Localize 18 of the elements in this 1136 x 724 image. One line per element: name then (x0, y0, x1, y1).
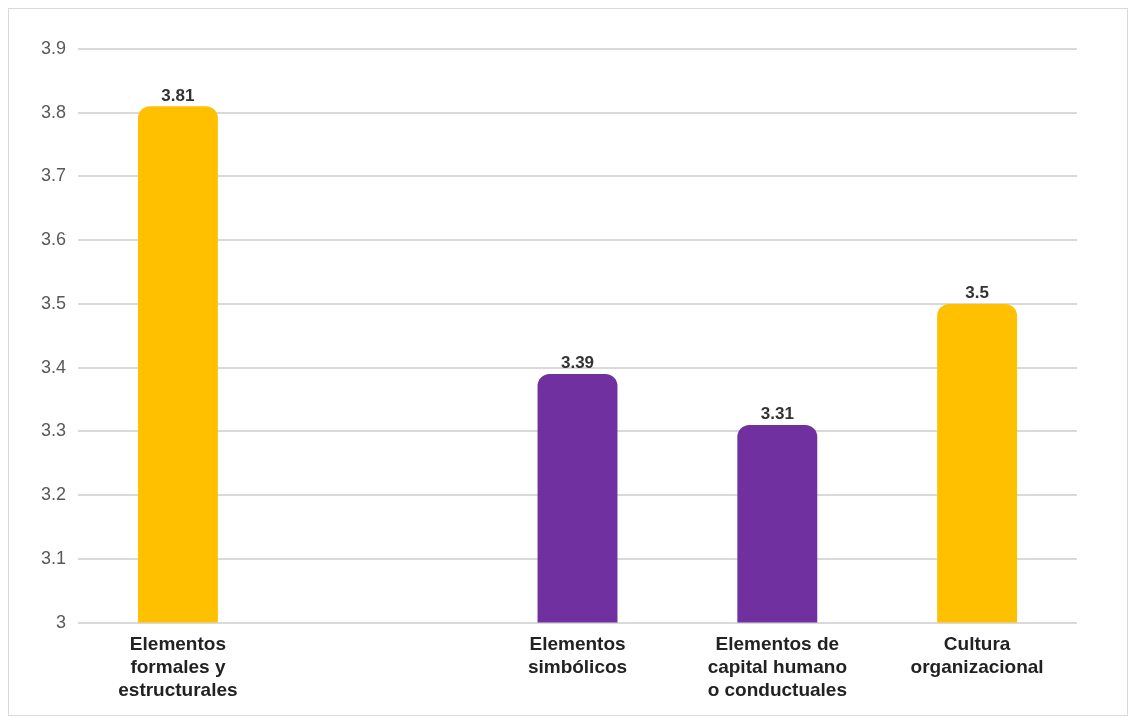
y-tick-label: 3.5 (40, 292, 67, 313)
y-tick-label: 3.2 (40, 484, 67, 505)
y-tick-label: 3.8 (40, 101, 67, 122)
x-tick-label: Elementos formales y estructurales (118, 633, 238, 700)
y-tick-label: 3.3 (40, 420, 67, 441)
y-tick-label: 3.4 (40, 356, 67, 377)
y-tick-label: 3 (56, 611, 67, 632)
x-tick-label: Cultura organizacional (910, 633, 1044, 678)
y-tick-label: 3.6 (40, 229, 67, 250)
data-label: 3.5 (965, 283, 989, 303)
data-label: 3.81 (161, 85, 195, 105)
y-tick-label: 3.1 (40, 547, 67, 568)
x-tick-label: Elementos simbólicos (527, 633, 628, 678)
data-label: 3.31 (760, 404, 794, 424)
x-tick-label: Elementos de capital humano o conductuales (707, 633, 847, 700)
y-tick-label: 3.7 (40, 165, 67, 186)
data-label: 3.39 (560, 353, 595, 373)
y-tick-label: 3.9 (40, 37, 67, 58)
